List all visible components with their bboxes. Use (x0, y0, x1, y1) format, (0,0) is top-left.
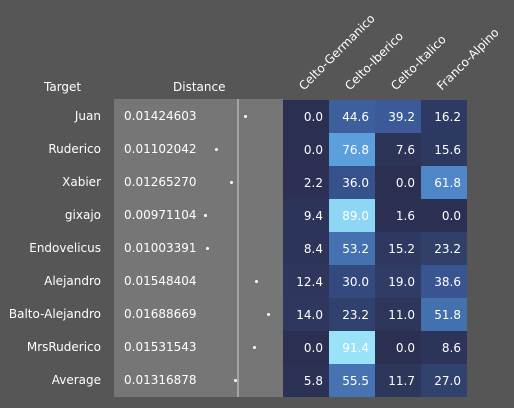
distance-dot (206, 247, 209, 250)
cell-celto-italico: 0.0 (375, 331, 421, 364)
row-distance-value: 0.01316878 (124, 373, 197, 387)
column-header-celto-germanico: Celto-Germanico (296, 11, 378, 93)
row-distance-value: 0.01424603 (124, 109, 197, 123)
row-target-label: gixajo (64, 208, 101, 222)
row-distance-value: 0.01265270 (124, 175, 197, 189)
row-distance-value: 0.01531543 (124, 340, 197, 354)
row-target-label: Endovelicus (29, 241, 101, 255)
row-target-label: Average (51, 373, 101, 387)
cell-celto-iberico: 30.0 (329, 265, 375, 298)
cell-celto-iberico: 55.5 (329, 364, 375, 397)
cell-celto-germanico: 14.0 (283, 298, 329, 331)
cell-celto-iberico: 23.2 (329, 298, 375, 331)
cell-franco-alpino: 23.2 (421, 232, 467, 265)
cell-celto-germanico: 8.4 (283, 232, 329, 265)
cell-celto-iberico: 36.0 (329, 166, 375, 199)
cell-franco-alpino: 0.0 (421, 199, 467, 232)
row-distance-value: 0.00971104 (124, 208, 197, 222)
cell-celto-italico: 11.0 (375, 298, 421, 331)
cell-celto-germanico: 12.4 (283, 265, 329, 298)
distance-reference-line (237, 99, 239, 397)
cell-celto-italico: 15.2 (375, 232, 421, 265)
row-target-label: Juan (74, 109, 101, 123)
cell-celto-italico: 0.0 (375, 166, 421, 199)
row-distance-value: 0.01102042 (124, 142, 197, 156)
row-distance-value: 0.01003391 (124, 241, 197, 255)
distance-dot (244, 115, 247, 118)
cell-franco-alpino: 61.8 (421, 166, 467, 199)
cell-franco-alpino: 27.0 (421, 364, 467, 397)
row-target-label: Ruderico (48, 142, 101, 156)
cell-celto-italico: 39.2 (375, 100, 421, 133)
distance-header: Distance (173, 80, 226, 94)
distance-dot (215, 148, 218, 151)
target-header: Target (44, 80, 82, 94)
distance-dot (230, 181, 233, 184)
cell-celto-italico: 19.0 (375, 265, 421, 298)
cell-celto-germanico: 9.4 (283, 199, 329, 232)
distance-dot (267, 313, 270, 316)
cell-celto-germanico: 5.8 (283, 364, 329, 397)
cell-celto-germanico: 0.0 (283, 133, 329, 166)
cell-celto-germanico: 2.2 (283, 166, 329, 199)
cell-franco-alpino: 16.2 (421, 100, 467, 133)
row-target-label: Xabier (62, 175, 101, 189)
cell-franco-alpino: 15.6 (421, 133, 467, 166)
cell-franco-alpino: 38.6 (421, 265, 467, 298)
cell-celto-iberico: 89.0 (329, 199, 375, 232)
cell-celto-italico: 11.7 (375, 364, 421, 397)
cell-celto-iberico: 91.4 (329, 331, 375, 364)
row-distance-value: 0.01688669 (124, 307, 197, 321)
cell-celto-germanico: 0.0 (283, 331, 329, 364)
distance-dot (204, 214, 207, 217)
cell-celto-iberico: 44.6 (329, 100, 375, 133)
cell-franco-alpino: 51.8 (421, 298, 467, 331)
distance-dot (253, 346, 256, 349)
cell-celto-iberico: 76.8 (329, 133, 375, 166)
cell-celto-germanico: 0.0 (283, 100, 329, 133)
distance-dot (234, 379, 237, 382)
distance-dot (255, 280, 258, 283)
row-target-label: Alejandro (44, 274, 101, 288)
row-distance-value: 0.01548404 (124, 274, 197, 288)
cell-celto-italico: 1.6 (375, 199, 421, 232)
row-target-label: MrsRuderico (26, 340, 101, 354)
cell-franco-alpino: 8.6 (421, 331, 467, 364)
row-target-label: Balto-Alejandro (8, 307, 101, 321)
cell-celto-iberico: 53.2 (329, 232, 375, 265)
cell-celto-italico: 7.6 (375, 133, 421, 166)
column-header-franco-alpino: Franco-Alpino (434, 25, 502, 93)
